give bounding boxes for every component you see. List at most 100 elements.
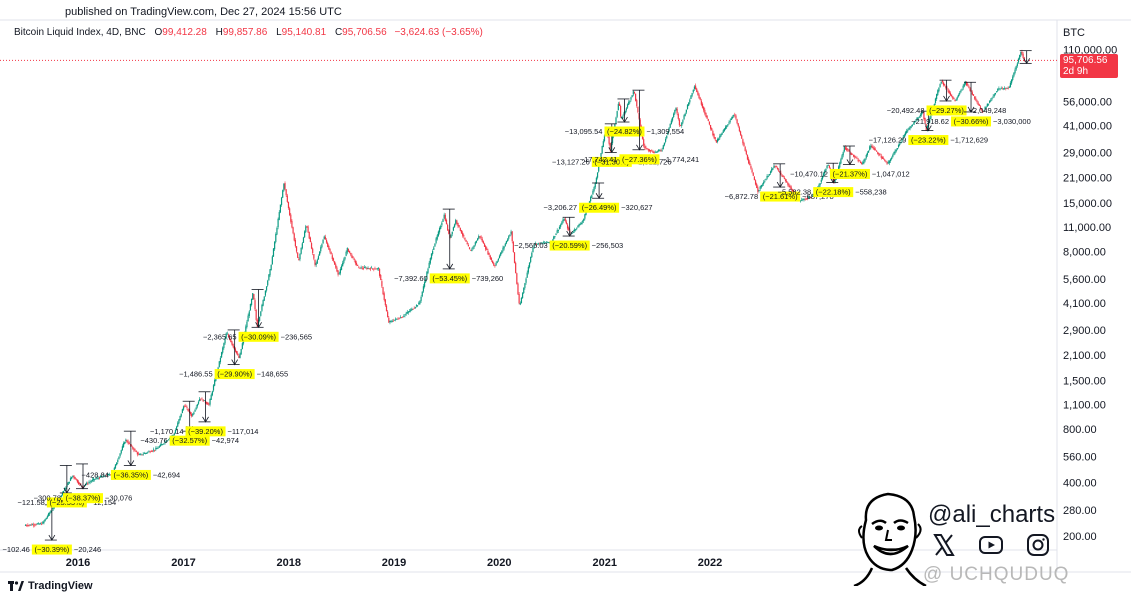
tradingview-logo[interactable]: TradingView [8,580,93,592]
candle-body [722,130,724,133]
candle-body [1002,88,1005,90]
candle-body [224,337,226,344]
candle-body [34,524,36,526]
candle-body [562,219,564,223]
candle-body [167,439,170,441]
candle-body [652,151,654,153]
candle-body [554,235,556,238]
correction-percent-highlight [908,135,949,146]
candle-body [142,454,144,455]
y-tick-label: 110,000.00 [1063,45,1117,57]
correction-percent-label: (−26.49%) [582,203,617,212]
candle-body [708,121,711,125]
candle-body [971,92,973,95]
correction-arrowhead [925,125,932,132]
close-value: 95,706.56 [342,27,387,38]
correction-ticks-label: −42,694 [153,470,180,479]
candle-body [511,231,513,242]
candle-body [140,453,142,456]
symbol-name[interactable]: Bitcoin Liquid Index, 4D, BNC [14,27,146,38]
candle-body [381,281,383,287]
candle-body [308,231,310,239]
y-tick-label: 2,100.00 [1063,350,1106,362]
candle-body [581,221,584,223]
candle-body [517,283,519,295]
candle-body [987,103,990,105]
correction-arrowhead [846,159,854,166]
candle-body [788,184,790,187]
candle-body [564,218,566,222]
candle-body [967,84,969,86]
candle-body [873,148,875,150]
x-icon[interactable] [932,533,956,557]
candle-body [327,242,329,248]
candle-body [286,195,288,202]
candle-body [427,268,429,273]
candle-body [858,160,860,162]
candle-body [95,478,97,480]
candle-body [735,115,737,119]
candle-body [68,481,70,483]
candle-body [919,114,922,117]
candle-body [277,218,279,228]
candle-body [260,311,262,316]
candle-body [285,189,287,196]
candle-body [959,93,961,95]
candle-body [862,162,864,164]
candle-body [91,479,94,481]
candle-body [223,343,225,348]
candle-body [72,475,74,477]
candle-body [421,291,423,297]
candle-body [952,96,954,99]
candle-body [579,223,581,225]
candle-body [840,159,842,164]
x-tick-label: 2020 [487,557,511,569]
youtube-icon[interactable] [978,533,1004,557]
correction-annotation: −2,365.65 (−30.09%) −236,565 [203,289,312,342]
candle-body [441,222,443,226]
candle-body [407,311,410,313]
candle-body [719,135,721,139]
candle-body [165,441,167,443]
correction-percent-label: (−20.59%) [552,241,587,250]
candle-body [789,185,791,188]
candle-body [866,152,869,156]
candle-body [302,237,305,243]
candle-body [30,524,32,526]
candle-body [323,236,325,240]
candle-body [531,252,533,258]
candle-body [526,272,528,278]
candle-body [656,150,659,152]
candle-body [307,226,309,233]
candle-body [490,258,493,261]
correction-amount-label: −121.58 [18,498,45,507]
candle-body [271,256,273,265]
candle-body [870,145,872,148]
candle-body [1017,58,1020,63]
candle-body [444,214,446,221]
candle-body [103,475,105,477]
candle-body [489,255,491,260]
candle-body [143,453,145,454]
candle-body [455,220,457,224]
candle-body [947,89,949,92]
candle-body [436,235,438,240]
candle-body [126,440,128,443]
candle-body [280,197,283,206]
candle-body [420,296,422,301]
candle-body [602,141,604,148]
candle-body [668,127,670,132]
candle-body [752,173,754,176]
candle-body [358,266,360,268]
candle-body [720,134,722,137]
candle-body [572,231,574,233]
candle-body [763,182,765,184]
candle-body [246,321,248,328]
instagram-icon[interactable] [1026,533,1050,557]
candle-body [405,313,407,315]
candle-body [185,405,187,407]
correction-percent-label: (−21.61%) [763,192,798,201]
candle-body [527,266,529,273]
